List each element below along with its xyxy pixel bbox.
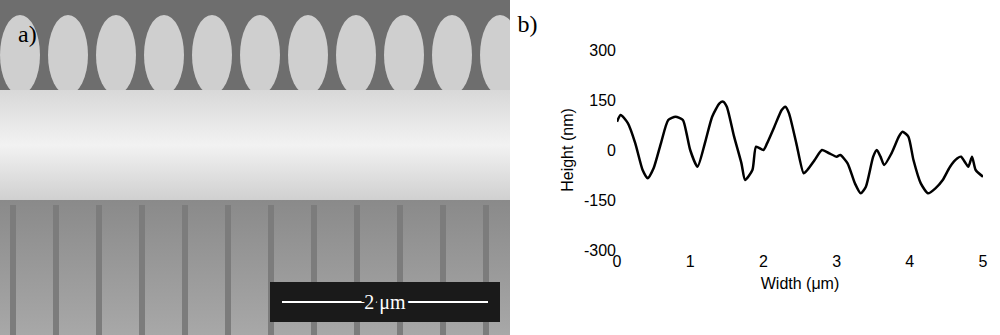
svg-text:150: 150 xyxy=(589,92,616,109)
svg-text:4: 4 xyxy=(905,253,914,270)
svg-text:0: 0 xyxy=(607,142,616,159)
svg-text:-150: -150 xyxy=(584,192,616,209)
svg-text:Width (μm): Width (μm) xyxy=(761,275,840,292)
svg-text:a): a) xyxy=(18,21,37,47)
svg-text:-300: -300 xyxy=(584,242,616,259)
svg-text:2: 2 xyxy=(759,253,768,270)
svg-text:b): b) xyxy=(517,11,537,37)
svg-text:0: 0 xyxy=(613,253,622,270)
svg-text:1: 1 xyxy=(686,253,695,270)
svg-text:Height (nm): Height (nm) xyxy=(559,108,576,192)
svg-text:3: 3 xyxy=(832,253,841,270)
svg-text:300: 300 xyxy=(589,42,616,59)
svg-text:5: 5 xyxy=(979,253,988,270)
svg-text:2 μm: 2 μm xyxy=(364,291,406,314)
